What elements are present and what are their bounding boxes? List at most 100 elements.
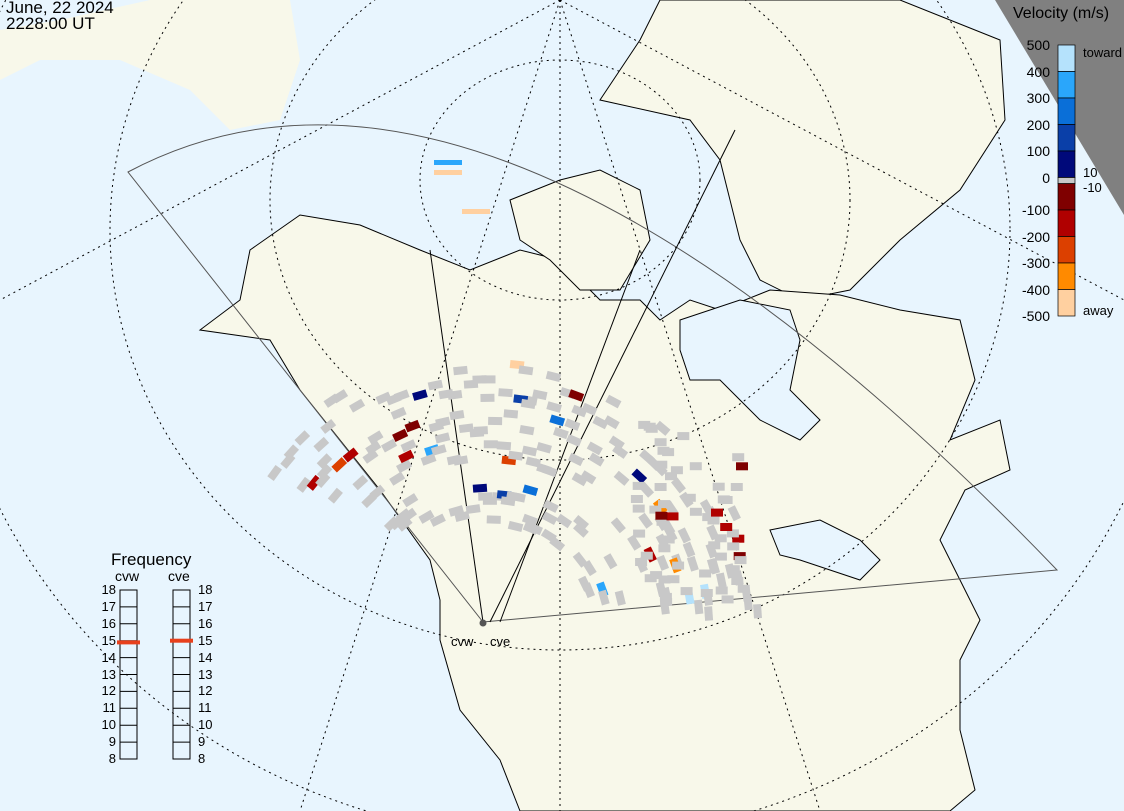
frequency-tick: 9	[198, 734, 206, 750]
ground-scatter-cell	[453, 365, 468, 376]
ground-scatter-cell	[677, 527, 691, 544]
frequency-tick: 17	[198, 598, 213, 614]
ground-scatter-cell	[727, 565, 740, 574]
ground-scatter-cell	[313, 436, 330, 453]
velocity-cell	[331, 457, 348, 473]
velocity-cell	[472, 483, 488, 493]
velocity-cell	[392, 428, 409, 442]
velocity-cell	[404, 419, 421, 433]
ground-scatter-cell	[632, 504, 645, 513]
velocity-cell	[568, 389, 585, 402]
ground-scatter-cell	[393, 389, 410, 402]
ground-scatter-cell	[571, 404, 588, 418]
frequency-tick: 9	[108, 734, 116, 750]
colorbar-tick: -300	[1021, 255, 1050, 271]
ground-scatter-cell	[508, 450, 524, 461]
colorbar-segment	[1057, 71, 1076, 99]
ground-scatter-cell	[699, 569, 712, 578]
ground-scatter-cell	[315, 472, 331, 489]
ground-scatter-cell	[447, 389, 463, 400]
ground-scatter-cell	[294, 430, 311, 446]
arctic-islands	[509, 169, 651, 291]
frequency-tick: 12	[198, 683, 213, 699]
ground-scatter-cell	[656, 554, 670, 571]
ground-scatter-cell	[582, 560, 597, 577]
ground-scatter-cell	[542, 499, 559, 513]
ground-scatter-cell	[486, 515, 501, 524]
scatter-cells	[267, 160, 762, 621]
ground-scatter-cell	[656, 517, 669, 526]
landmass-siberia	[0, 0, 300, 130]
frequency-bars	[117, 589, 193, 760]
ground-scatter-cell	[732, 453, 745, 462]
ground-scatter-cell	[365, 440, 382, 456]
freq-radar-cve: cve	[168, 568, 190, 584]
ground-scatter-cell	[650, 571, 663, 580]
ground-scatter-cell	[519, 425, 535, 436]
ground-scatter-cell	[662, 535, 675, 544]
ground-scatter-cell	[320, 418, 337, 434]
ground-scatter-cell	[573, 522, 589, 538]
ground-scatter-cell	[541, 511, 558, 526]
ground-scatter-cell	[720, 496, 733, 504]
ground-scatter-cell	[743, 595, 753, 611]
ground-scatter-cell	[369, 484, 386, 500]
ground-scatter-cell	[737, 584, 750, 593]
ground-scatter-cell	[588, 452, 605, 467]
ground-scatter-cell	[427, 379, 444, 391]
ground-scatter-cell	[670, 477, 686, 494]
cvw-beam-edge	[429, 249, 484, 623]
ground-scatter-cell	[640, 551, 653, 560]
ground-scatter-cell	[402, 493, 419, 508]
ground-scatter-cell	[603, 415, 620, 430]
velocity-cell	[306, 474, 322, 491]
ground-scatter-cell	[704, 606, 714, 621]
ground-scatter-cell	[532, 389, 548, 401]
date-label: June, 22 2024	[6, 0, 114, 17]
ground-scatter-cell	[396, 516, 413, 532]
ground-scatter-cell	[418, 509, 435, 524]
velocity-cell	[434, 160, 462, 165]
velocity-cell	[398, 449, 415, 464]
ground-scatter-cell	[612, 444, 629, 459]
ground-scatter-cell	[727, 505, 741, 522]
ground-scatter-cell	[586, 441, 603, 456]
ground-scatter-cell	[496, 441, 512, 451]
colorbar-tick: 500	[1026, 37, 1050, 53]
ground-scatter-cell	[708, 541, 721, 550]
colorbar-tick: 300	[1026, 90, 1050, 106]
ground-scatter-cell	[556, 513, 573, 529]
ground-scatter-cell	[349, 398, 366, 413]
velocity-cell	[549, 414, 566, 427]
ground-scatter-cell	[362, 449, 379, 464]
radar-fov-outline	[127, 124, 1059, 623]
ground-scatter-cell	[546, 401, 562, 413]
ground-scatter-cell	[665, 472, 677, 481]
ground-scatter-cell	[635, 558, 648, 566]
velocity-cell	[522, 484, 539, 497]
ground-scatter-cell	[549, 536, 566, 552]
ground-scatter-cell	[573, 515, 590, 531]
toward-label: toward	[1083, 45, 1123, 60]
ground-scatter-cell	[327, 487, 343, 504]
frequency-tick: 15	[198, 632, 213, 648]
radar-site-marker	[479, 619, 487, 627]
ground-scatter-cell	[654, 483, 667, 491]
colorbar-segment	[1057, 289, 1076, 317]
colorbar-tick: -500	[1021, 308, 1050, 324]
away-label: away	[1083, 303, 1114, 318]
hudson-bay	[679, 299, 821, 441]
velocity-cell	[462, 209, 490, 214]
ground-scatter-cell	[469, 428, 485, 438]
colorbar-title: Velocity (m/s)	[1013, 5, 1110, 22]
ground-scatter-cell	[598, 589, 610, 606]
ground-scatter-cell	[525, 456, 542, 468]
ground-scatter-cell	[453, 455, 469, 466]
colorbar-segment	[1057, 183, 1076, 211]
colorbar-tick: 0	[1042, 169, 1050, 186]
ground-scatter-cell	[683, 493, 696, 502]
ground-scatter-cell	[657, 446, 670, 455]
ground-scatter-cell	[730, 483, 743, 491]
colorbar-tick: 100	[1026, 143, 1050, 159]
